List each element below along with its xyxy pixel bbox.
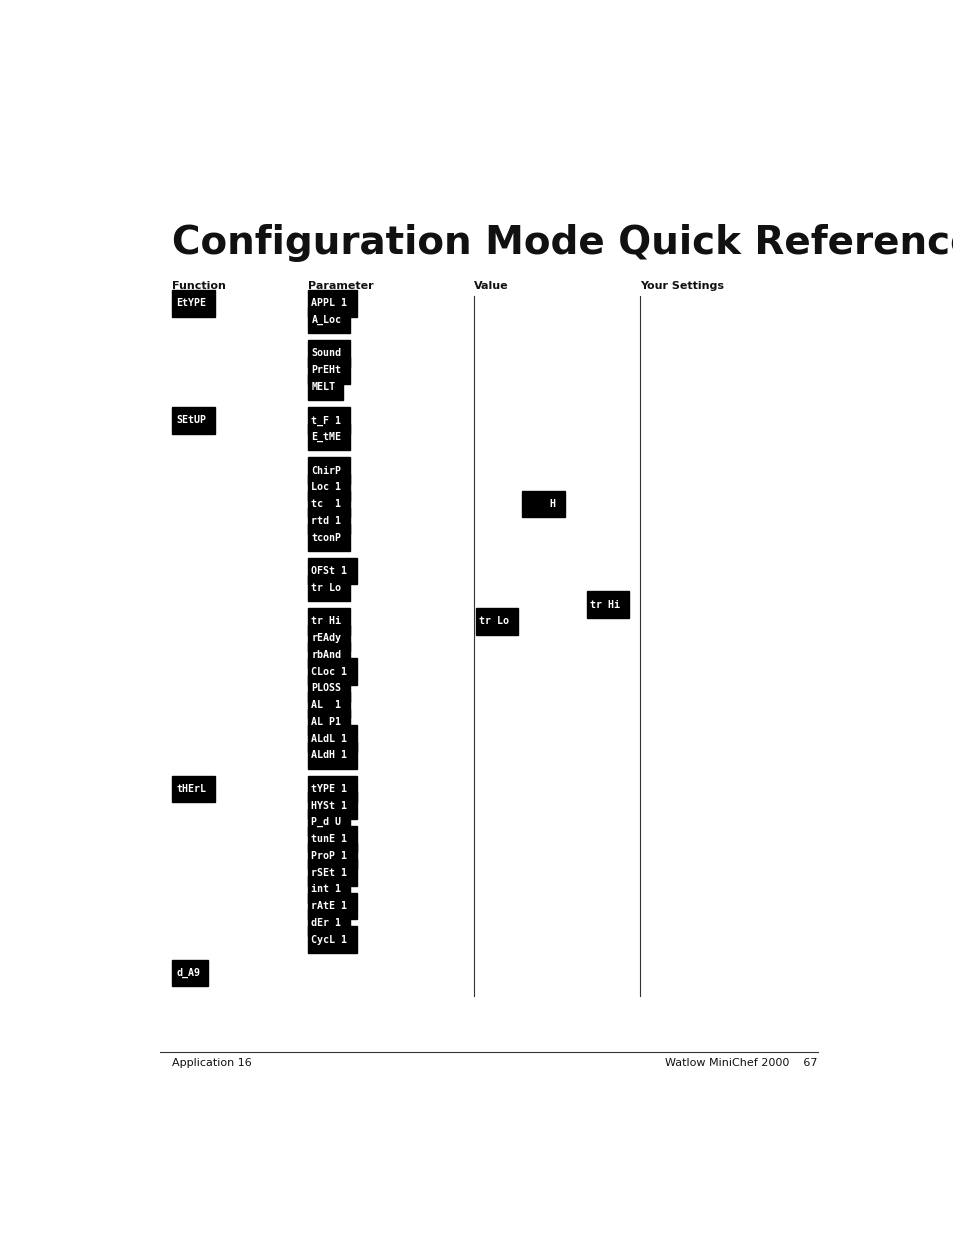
Text: Watlow MiniChef 2000    67: Watlow MiniChef 2000 67 (665, 1058, 817, 1068)
FancyBboxPatch shape (308, 290, 357, 316)
Text: SEtUP: SEtUP (176, 415, 206, 425)
Text: Value: Value (474, 280, 508, 291)
FancyBboxPatch shape (308, 860, 357, 885)
FancyBboxPatch shape (308, 776, 357, 803)
Text: PrEHt: PrEHt (311, 366, 341, 375)
Text: Configuration Mode Quick Reference: Configuration Mode Quick Reference (172, 225, 953, 262)
FancyBboxPatch shape (308, 558, 357, 584)
Text: Function: Function (172, 280, 226, 291)
Text: HYSt 1: HYSt 1 (311, 800, 347, 810)
Text: int 1: int 1 (311, 884, 341, 894)
Text: tHErL: tHErL (176, 784, 206, 794)
FancyBboxPatch shape (308, 424, 350, 451)
FancyBboxPatch shape (308, 909, 350, 936)
FancyBboxPatch shape (521, 490, 564, 517)
Text: AL P1: AL P1 (311, 716, 341, 727)
FancyBboxPatch shape (308, 457, 350, 484)
FancyBboxPatch shape (308, 709, 350, 735)
Text: d_A9: d_A9 (176, 968, 200, 978)
Text: rtd 1: rtd 1 (311, 516, 341, 526)
Text: dEr 1: dEr 1 (311, 918, 341, 927)
FancyBboxPatch shape (308, 926, 357, 953)
Text: rSEt 1: rSEt 1 (311, 867, 347, 878)
FancyBboxPatch shape (308, 374, 343, 400)
Text: ProP 1: ProP 1 (311, 851, 347, 861)
FancyBboxPatch shape (308, 793, 357, 819)
Text: ALdH 1: ALdH 1 (311, 751, 347, 761)
FancyBboxPatch shape (308, 742, 357, 768)
Text: tr Hi: tr Hi (311, 616, 341, 626)
Text: tunE 1: tunE 1 (311, 834, 347, 844)
FancyBboxPatch shape (308, 676, 350, 701)
FancyBboxPatch shape (308, 625, 350, 651)
Text: tc  1: tc 1 (311, 499, 341, 509)
FancyBboxPatch shape (308, 408, 350, 433)
FancyBboxPatch shape (172, 960, 208, 987)
Text: Your Settings: Your Settings (639, 280, 723, 291)
FancyBboxPatch shape (308, 508, 350, 535)
Text: ChirP: ChirP (311, 466, 341, 475)
FancyBboxPatch shape (308, 525, 350, 551)
FancyBboxPatch shape (308, 490, 350, 517)
FancyBboxPatch shape (308, 574, 350, 601)
FancyBboxPatch shape (476, 608, 517, 635)
FancyBboxPatch shape (308, 876, 350, 903)
FancyBboxPatch shape (308, 809, 350, 836)
Text: rbAnd: rbAnd (311, 650, 341, 659)
Text: PLOSS: PLOSS (311, 683, 341, 693)
FancyBboxPatch shape (308, 340, 350, 367)
FancyBboxPatch shape (308, 842, 357, 869)
FancyBboxPatch shape (308, 826, 357, 852)
Text: EtYPE: EtYPE (176, 298, 206, 309)
Text: MELT: MELT (311, 382, 335, 391)
Text: Sound: Sound (311, 348, 341, 358)
Text: E_tME: E_tME (311, 432, 341, 442)
Text: Loc 1: Loc 1 (311, 483, 341, 493)
Text: tconP: tconP (311, 532, 341, 542)
Text: H: H (525, 499, 556, 509)
FancyBboxPatch shape (308, 357, 350, 384)
Text: A_Loc: A_Loc (311, 315, 341, 325)
Text: OFSt 1: OFSt 1 (311, 566, 347, 577)
FancyBboxPatch shape (308, 725, 357, 752)
FancyBboxPatch shape (172, 776, 214, 803)
Text: ALdL 1: ALdL 1 (311, 734, 347, 743)
Text: rAtE 1: rAtE 1 (311, 902, 347, 911)
Text: Parameter: Parameter (308, 280, 373, 291)
Text: tr Hi: tr Hi (590, 600, 619, 610)
Text: tr Lo: tr Lo (311, 583, 341, 593)
FancyBboxPatch shape (308, 893, 357, 919)
Text: AL  1: AL 1 (311, 700, 341, 710)
Text: tYPE 1: tYPE 1 (311, 784, 347, 794)
Text: P_d U: P_d U (311, 818, 341, 827)
FancyBboxPatch shape (586, 592, 628, 618)
FancyBboxPatch shape (308, 641, 350, 668)
FancyBboxPatch shape (172, 290, 214, 316)
Text: rEAdy: rEAdy (311, 634, 341, 643)
Text: tr Lo: tr Lo (478, 616, 509, 626)
FancyBboxPatch shape (308, 658, 357, 685)
Text: CLoc 1: CLoc 1 (311, 667, 347, 677)
Text: CycL 1: CycL 1 (311, 935, 347, 945)
Text: APPL 1: APPL 1 (311, 298, 347, 309)
FancyBboxPatch shape (172, 408, 214, 433)
FancyBboxPatch shape (308, 692, 350, 719)
Text: Application 16: Application 16 (172, 1058, 252, 1068)
FancyBboxPatch shape (308, 306, 350, 333)
FancyBboxPatch shape (308, 608, 350, 635)
FancyBboxPatch shape (308, 474, 350, 500)
Text: t_F 1: t_F 1 (311, 415, 341, 426)
